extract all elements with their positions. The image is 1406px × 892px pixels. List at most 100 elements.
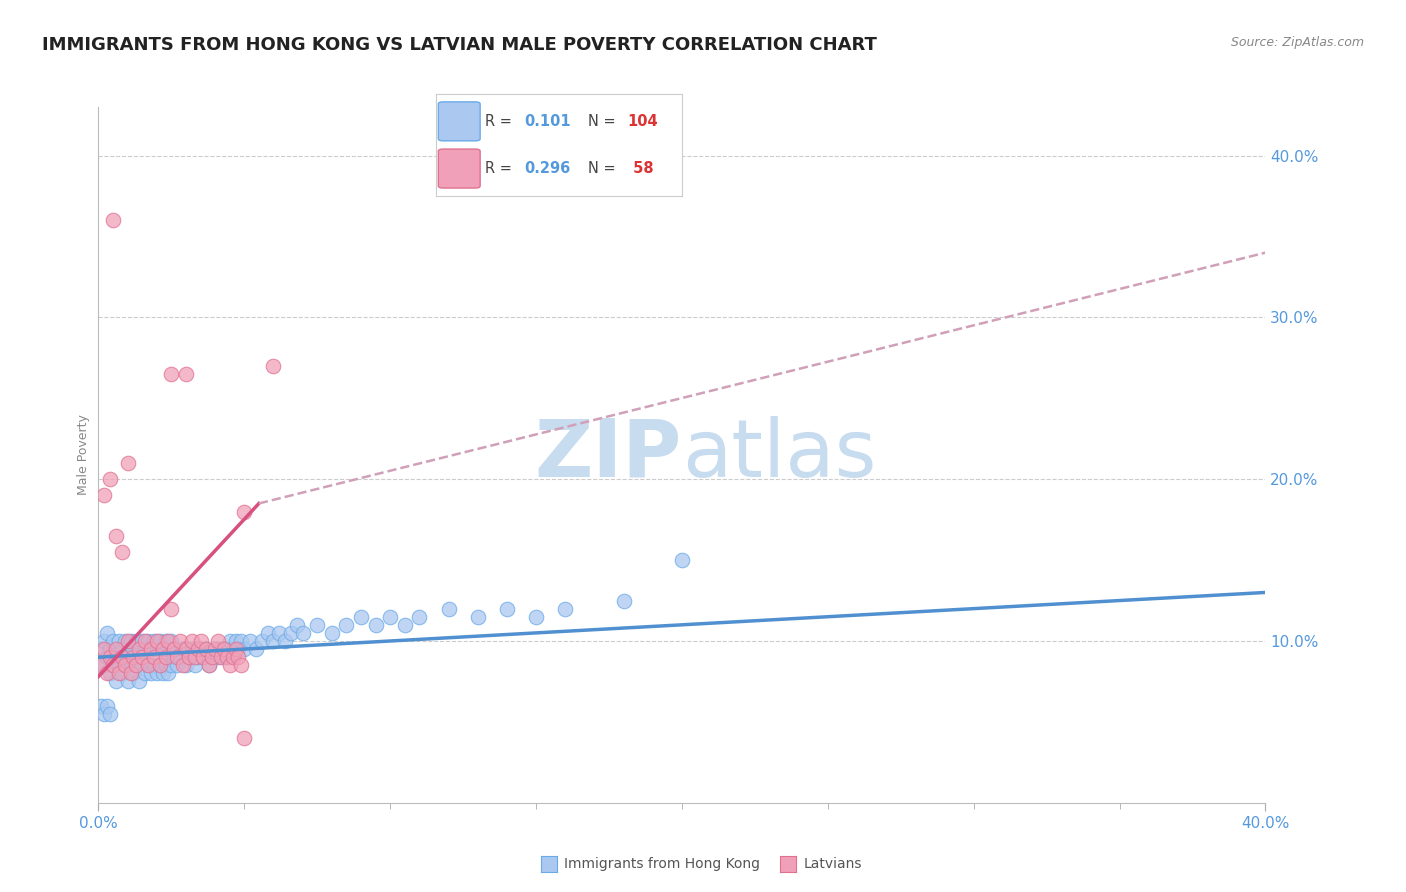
Point xyxy=(142,650,165,665)
Point xyxy=(280,626,302,640)
Point xyxy=(245,642,267,657)
Point xyxy=(201,650,224,665)
Point xyxy=(321,626,343,640)
Point xyxy=(233,504,256,518)
Point xyxy=(128,642,150,657)
Point xyxy=(104,529,127,543)
Point xyxy=(239,634,262,648)
Point xyxy=(93,634,115,648)
Point xyxy=(128,674,150,689)
Point xyxy=(98,642,121,657)
Text: N =: N = xyxy=(588,161,620,176)
Point xyxy=(120,634,142,648)
Point xyxy=(198,658,221,673)
Point xyxy=(152,642,174,657)
Point xyxy=(262,359,284,373)
Point xyxy=(93,488,115,502)
Point xyxy=(149,658,172,673)
Point xyxy=(166,650,188,665)
Point xyxy=(269,626,291,640)
Point xyxy=(152,642,174,657)
Point xyxy=(117,650,139,665)
Point xyxy=(231,658,253,673)
Y-axis label: Male Poverty: Male Poverty xyxy=(77,415,90,495)
Point xyxy=(215,642,238,657)
Point xyxy=(125,658,148,673)
Point xyxy=(212,642,235,657)
Text: N =: N = xyxy=(588,114,620,128)
Point xyxy=(134,666,156,681)
Point xyxy=(149,658,172,673)
Point xyxy=(125,634,148,648)
Point xyxy=(117,634,139,648)
Point xyxy=(221,650,243,665)
Point xyxy=(108,658,131,673)
Point xyxy=(437,601,460,615)
Point xyxy=(122,650,145,665)
Point xyxy=(166,658,188,673)
Point xyxy=(160,601,183,615)
Point xyxy=(104,674,127,689)
Point xyxy=(101,213,124,227)
Point xyxy=(209,650,232,665)
Text: Latvians: Latvians xyxy=(803,857,862,871)
Point xyxy=(225,642,247,657)
Point xyxy=(180,642,202,657)
Text: atlas: atlas xyxy=(682,416,876,494)
Point xyxy=(233,731,256,745)
Point xyxy=(467,609,489,624)
Point xyxy=(146,634,169,648)
Point xyxy=(96,698,118,713)
Text: ZIP: ZIP xyxy=(534,416,682,494)
Point xyxy=(204,642,226,657)
Point xyxy=(90,642,112,657)
Point xyxy=(228,650,250,665)
Point xyxy=(142,658,165,673)
Point xyxy=(180,634,202,648)
Point xyxy=(155,634,177,648)
Point xyxy=(139,642,162,657)
Point xyxy=(117,456,139,470)
Point xyxy=(163,642,186,657)
Point xyxy=(160,658,183,673)
Point xyxy=(212,650,235,665)
Point xyxy=(104,642,127,657)
Point xyxy=(187,642,209,657)
Text: Source: ZipAtlas.com: Source: ZipAtlas.com xyxy=(1230,36,1364,49)
Point xyxy=(207,634,229,648)
Point xyxy=(108,634,131,648)
Point xyxy=(364,617,387,632)
Point xyxy=(554,601,576,615)
Point xyxy=(157,642,180,657)
Point xyxy=(172,642,194,657)
Point xyxy=(207,650,229,665)
Text: 0.101: 0.101 xyxy=(524,114,571,128)
Point xyxy=(114,634,136,648)
Point xyxy=(193,650,215,665)
Point xyxy=(183,658,205,673)
Point xyxy=(101,658,124,673)
Point xyxy=(101,634,124,648)
Point xyxy=(155,658,177,673)
Point xyxy=(146,642,169,657)
Point xyxy=(307,617,329,632)
Point xyxy=(221,642,243,657)
Point xyxy=(96,626,118,640)
Point xyxy=(98,666,121,681)
Point xyxy=(218,634,240,648)
Point xyxy=(93,658,115,673)
Point xyxy=(187,650,209,665)
Point xyxy=(96,650,118,665)
Point xyxy=(262,634,284,648)
Point xyxy=(98,706,121,721)
Point xyxy=(291,626,314,640)
Point xyxy=(193,650,215,665)
Point xyxy=(131,650,153,665)
Point xyxy=(114,658,136,673)
Point xyxy=(128,650,150,665)
Point xyxy=(111,666,134,681)
Point xyxy=(160,367,183,381)
Point xyxy=(177,650,200,665)
Point xyxy=(134,634,156,648)
Point xyxy=(172,658,194,673)
